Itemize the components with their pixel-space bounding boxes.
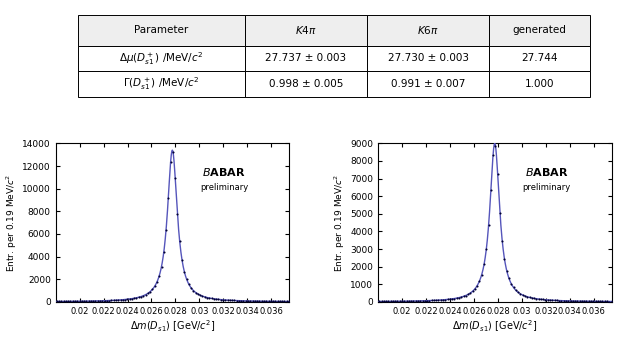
X-axis label: $\Delta m(D_{s1})\ [\mathrm{GeV}/c^2]$: $\Delta m(D_{s1})\ [\mathrm{GeV}/c^2]$: [130, 319, 215, 334]
Y-axis label: Entr. per 0.19 MeV/$c^2$: Entr. per 0.19 MeV/$c^2$: [5, 174, 19, 272]
X-axis label: $\Delta m(D_{s1})\ [\mathrm{GeV}/c^2]$: $\Delta m(D_{s1})\ [\mathrm{GeV}/c^2]$: [452, 319, 538, 334]
Text: $\mathbf{\mathit{B}}$$\mathbf{ABAR}$: $\mathbf{\mathit{B}}$$\mathbf{ABAR}$: [202, 166, 246, 178]
Text: $\mathbf{\mathit{B}}$$\mathbf{ABAR}$: $\mathbf{\mathit{B}}$$\mathbf{ABAR}$: [525, 166, 568, 178]
Y-axis label: Entr. per 0.19 MeV/$c^2$: Entr. per 0.19 MeV/$c^2$: [333, 174, 347, 272]
Text: preliminary: preliminary: [522, 183, 570, 192]
Text: preliminary: preliminary: [200, 183, 248, 192]
